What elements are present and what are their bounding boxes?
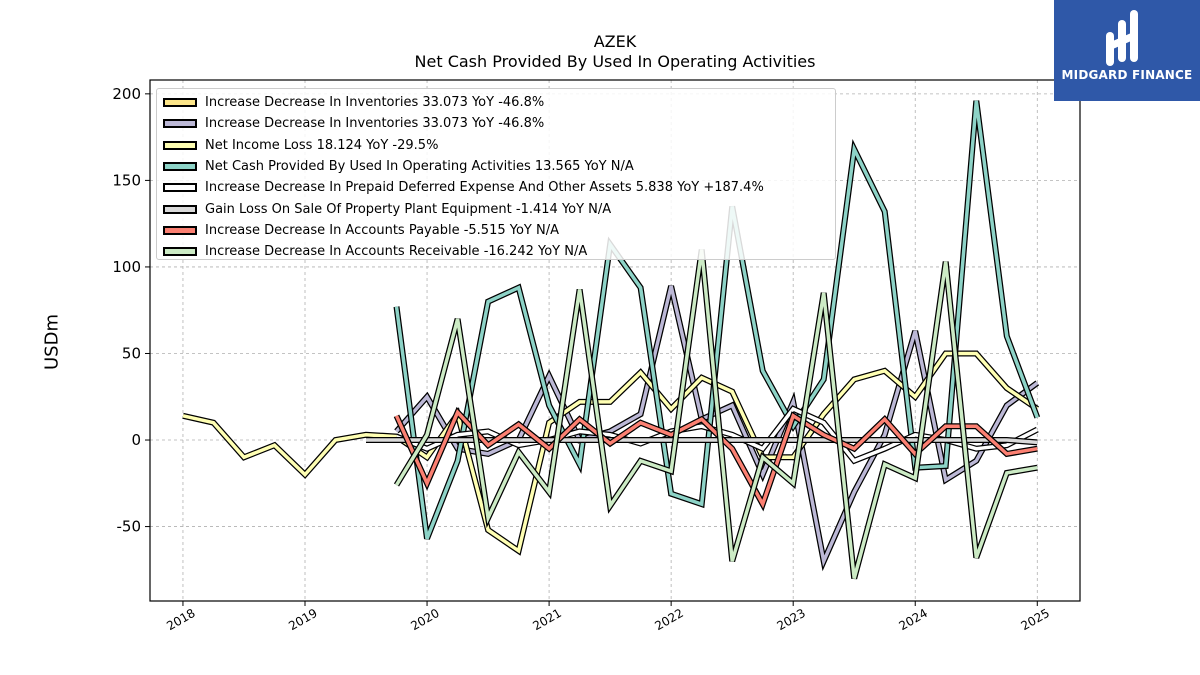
legend-label: Increase Decrease In Inventories 33.073 … xyxy=(205,95,545,111)
chart-title: AZEK xyxy=(593,32,637,51)
legend-swatch-icon xyxy=(163,98,197,108)
x-tick-label: 2018 xyxy=(164,606,197,633)
legend-label: Net Income Loss 18.124 YoY -29.5% xyxy=(205,137,439,153)
brand-logo-mark-icon xyxy=(1106,10,1138,66)
series-lines xyxy=(182,100,1041,580)
legend-label: Increase Decrease In Accounts Receivable… xyxy=(205,244,588,260)
y-tick-label: 200 xyxy=(112,85,141,103)
y-tick-label: -50 xyxy=(117,518,142,536)
legend-swatch-icon xyxy=(163,119,197,129)
legend-swatch-icon xyxy=(163,204,197,214)
series-line-gain-loss-on-sale-of-property-plant-equipment xyxy=(366,437,1038,446)
legend-item: Increase Decrease In Prepaid Deferred Ex… xyxy=(157,177,835,198)
legend-item: Increase Decrease In Accounts Payable -5… xyxy=(157,220,835,241)
legend-item: Increase Decrease In Inventories 33.073 … xyxy=(157,92,835,113)
x-tick-label: 2023 xyxy=(774,606,807,633)
brand-name: MIDGARD FINANCE xyxy=(1061,68,1193,82)
legend-item: Net Income Loss 18.124 YoY -29.5% xyxy=(157,135,835,156)
legend-label: Increase Decrease In Accounts Payable -5… xyxy=(205,222,559,238)
chart-legend: Increase Decrease In Inventories 33.073 … xyxy=(156,88,836,260)
legend-item: Net Cash Provided By Used In Operating A… xyxy=(157,156,835,177)
plot-frame xyxy=(149,79,1081,602)
series-stroke xyxy=(394,100,1039,540)
legend-swatch-icon xyxy=(163,247,197,257)
x-tick-label: 2019 xyxy=(286,606,319,633)
x-tick-label: 2024 xyxy=(897,606,930,633)
legend-item: Gain Loss On Sale Of Property Plant Equi… xyxy=(157,198,835,219)
legend-label: Increase Decrease In Inventories 33.073 … xyxy=(205,116,545,132)
x-tick-label: 2025 xyxy=(1019,606,1052,633)
series-stroke xyxy=(395,249,1038,579)
chart-subtitle: Net Cash Provided By Used In Operating A… xyxy=(414,52,816,71)
legend-label: Net Cash Provided By Used In Operating A… xyxy=(205,159,634,175)
y-tick-label: 100 xyxy=(112,258,141,276)
y-axis-label: USDm xyxy=(41,314,63,370)
series-line-net-cash-provided-by-used-in-operating-activities xyxy=(393,100,1041,540)
legend-swatch-icon xyxy=(163,183,197,193)
y-tick-label: 150 xyxy=(112,171,141,189)
legend-item: Increase Decrease In Accounts Receivable… xyxy=(157,241,835,262)
y-tick-label: 50 xyxy=(122,344,141,362)
series-stroke xyxy=(182,351,1039,554)
y-tick-label: 0 xyxy=(131,431,141,449)
x-tick-label: 2022 xyxy=(652,606,685,633)
x-tick-label: 2020 xyxy=(408,606,441,633)
legend-swatch-icon xyxy=(163,225,197,235)
x-tick-label: 2021 xyxy=(530,606,563,633)
legend-label: Gain Loss On Sale Of Property Plant Equi… xyxy=(205,201,612,217)
series-line-net-income-loss xyxy=(182,350,1039,556)
brand-logo: MIDGARD FINANCE xyxy=(1054,0,1200,101)
legend-swatch-icon xyxy=(163,140,197,150)
legend-item: Increase Decrease In Inventories 33.073 … xyxy=(157,113,835,134)
legend-swatch-icon xyxy=(163,162,197,172)
legend-label: Increase Decrease In Prepaid Deferred Ex… xyxy=(205,180,764,196)
series-line-increase-decrease-in-accounts-receivable xyxy=(393,249,1038,580)
